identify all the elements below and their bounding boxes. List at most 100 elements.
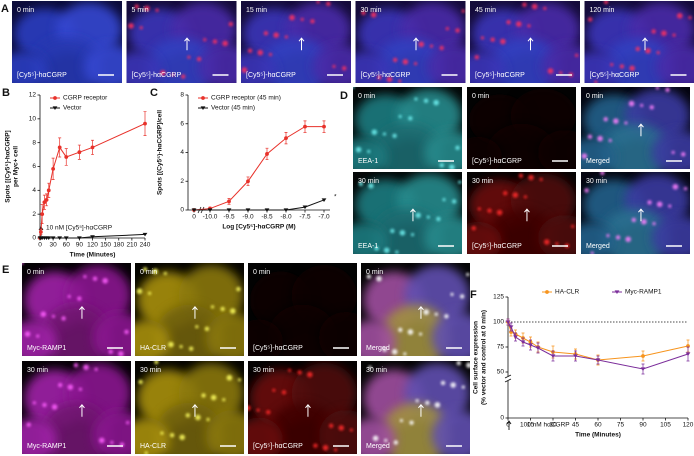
x-tick-label: 150 [100, 242, 111, 249]
image-caption: Myc-RAMP1 [27, 345, 66, 352]
y-axis-label: (% vector and control at 0 min) [481, 310, 488, 405]
image-content [22, 361, 131, 454]
spot [415, 399, 419, 403]
x-tick-label: 120 [683, 422, 694, 429]
x-tick-label: 60 [63, 242, 71, 249]
spot [341, 66, 347, 71]
x-tick-label: -8.5 [261, 214, 273, 221]
spot [665, 87, 670, 92]
micrograph: 30 min HA-CLR [135, 361, 244, 454]
spot [434, 312, 438, 316]
series-line [507, 321, 689, 361]
spot [222, 398, 226, 402]
x-tick-label: 60 [594, 422, 602, 429]
micrograph: 0 min [Cy5⁵]-hαCGRP [467, 87, 576, 169]
spot [181, 74, 186, 79]
y-axis-label: per Myc+ cell [13, 146, 20, 187]
spot [474, 55, 480, 60]
spot [313, 443, 318, 448]
image-content [467, 172, 576, 254]
spot [203, 38, 207, 42]
spot [506, 19, 511, 25]
data-point [284, 136, 288, 141]
spot [171, 73, 175, 77]
spot [444, 314, 449, 319]
image-content [361, 361, 470, 454]
cell [431, 409, 470, 454]
micrograph: 0 min Merged [361, 263, 470, 356]
spot [102, 277, 108, 284]
spot [645, 47, 651, 54]
data-point [76, 236, 82, 240]
spot [440, 380, 446, 386]
spot [649, 105, 654, 110]
spot [61, 316, 66, 321]
cell [537, 130, 576, 169]
image-content [584, 1, 694, 83]
x-tick-label: 210 [126, 242, 137, 249]
spot [628, 100, 635, 107]
spot [268, 52, 273, 57]
cell [581, 136, 616, 169]
legend-marker [201, 96, 205, 100]
data-point [46, 236, 52, 240]
spot [300, 17, 304, 22]
cell [83, 44, 122, 83]
image-time: 5 min [132, 7, 149, 14]
arrow [638, 123, 644, 137]
spot [439, 45, 444, 51]
spot [124, 329, 129, 335]
image-content [361, 263, 470, 356]
spot [383, 247, 390, 254]
y-tick-label: 50 [497, 369, 505, 376]
image-time: 0 min [366, 269, 383, 276]
spot [94, 367, 98, 371]
arrow [527, 37, 534, 51]
data-point [142, 232, 148, 237]
data-point [264, 208, 270, 212]
spot [142, 267, 148, 272]
annotation: 10 nM [Cy5⁵]-hαCGRP [46, 225, 112, 232]
spot [148, 291, 152, 295]
spot [241, 67, 248, 73]
spot [688, 15, 692, 20]
spot [641, 218, 647, 225]
y-axis [504, 297, 512, 418]
spot [266, 410, 271, 415]
image-time: 0 min [253, 269, 270, 276]
micrograph: 0 min HA-CLR [135, 263, 244, 356]
spot [408, 116, 413, 121]
spot [284, 35, 288, 39]
legend-marker [53, 96, 57, 100]
y-tick-label: 12 [29, 92, 37, 99]
x-tick-label: 120 [87, 242, 98, 249]
spot [503, 190, 508, 196]
data-point [40, 212, 45, 217]
data-point [90, 145, 95, 150]
cell [581, 221, 616, 254]
image-caption: HA-CLR [140, 443, 166, 450]
x-tick-label: 105 [660, 422, 671, 429]
cell [12, 50, 48, 83]
spot [672, 33, 676, 37]
cell [467, 221, 502, 254]
spot [118, 351, 124, 356]
data-point [64, 155, 69, 159]
spot [442, 198, 446, 202]
spot [590, 251, 594, 254]
spot [603, 117, 608, 122]
image-caption: [Cy5⁵]-hαCGRP [17, 72, 67, 79]
image-caption: Merged [586, 243, 610, 250]
data-point [303, 124, 307, 129]
data-point [302, 205, 308, 210]
y-tick-label: 0 [500, 415, 504, 422]
y-tick-label: 0 [32, 235, 36, 242]
spot [399, 230, 406, 236]
spot [263, 31, 269, 36]
spot [613, 118, 619, 124]
x-tick-label: -7.5 [299, 214, 311, 221]
arrow [79, 404, 85, 417]
spot [587, 134, 593, 139]
image-content [581, 87, 690, 169]
cell [135, 319, 170, 356]
